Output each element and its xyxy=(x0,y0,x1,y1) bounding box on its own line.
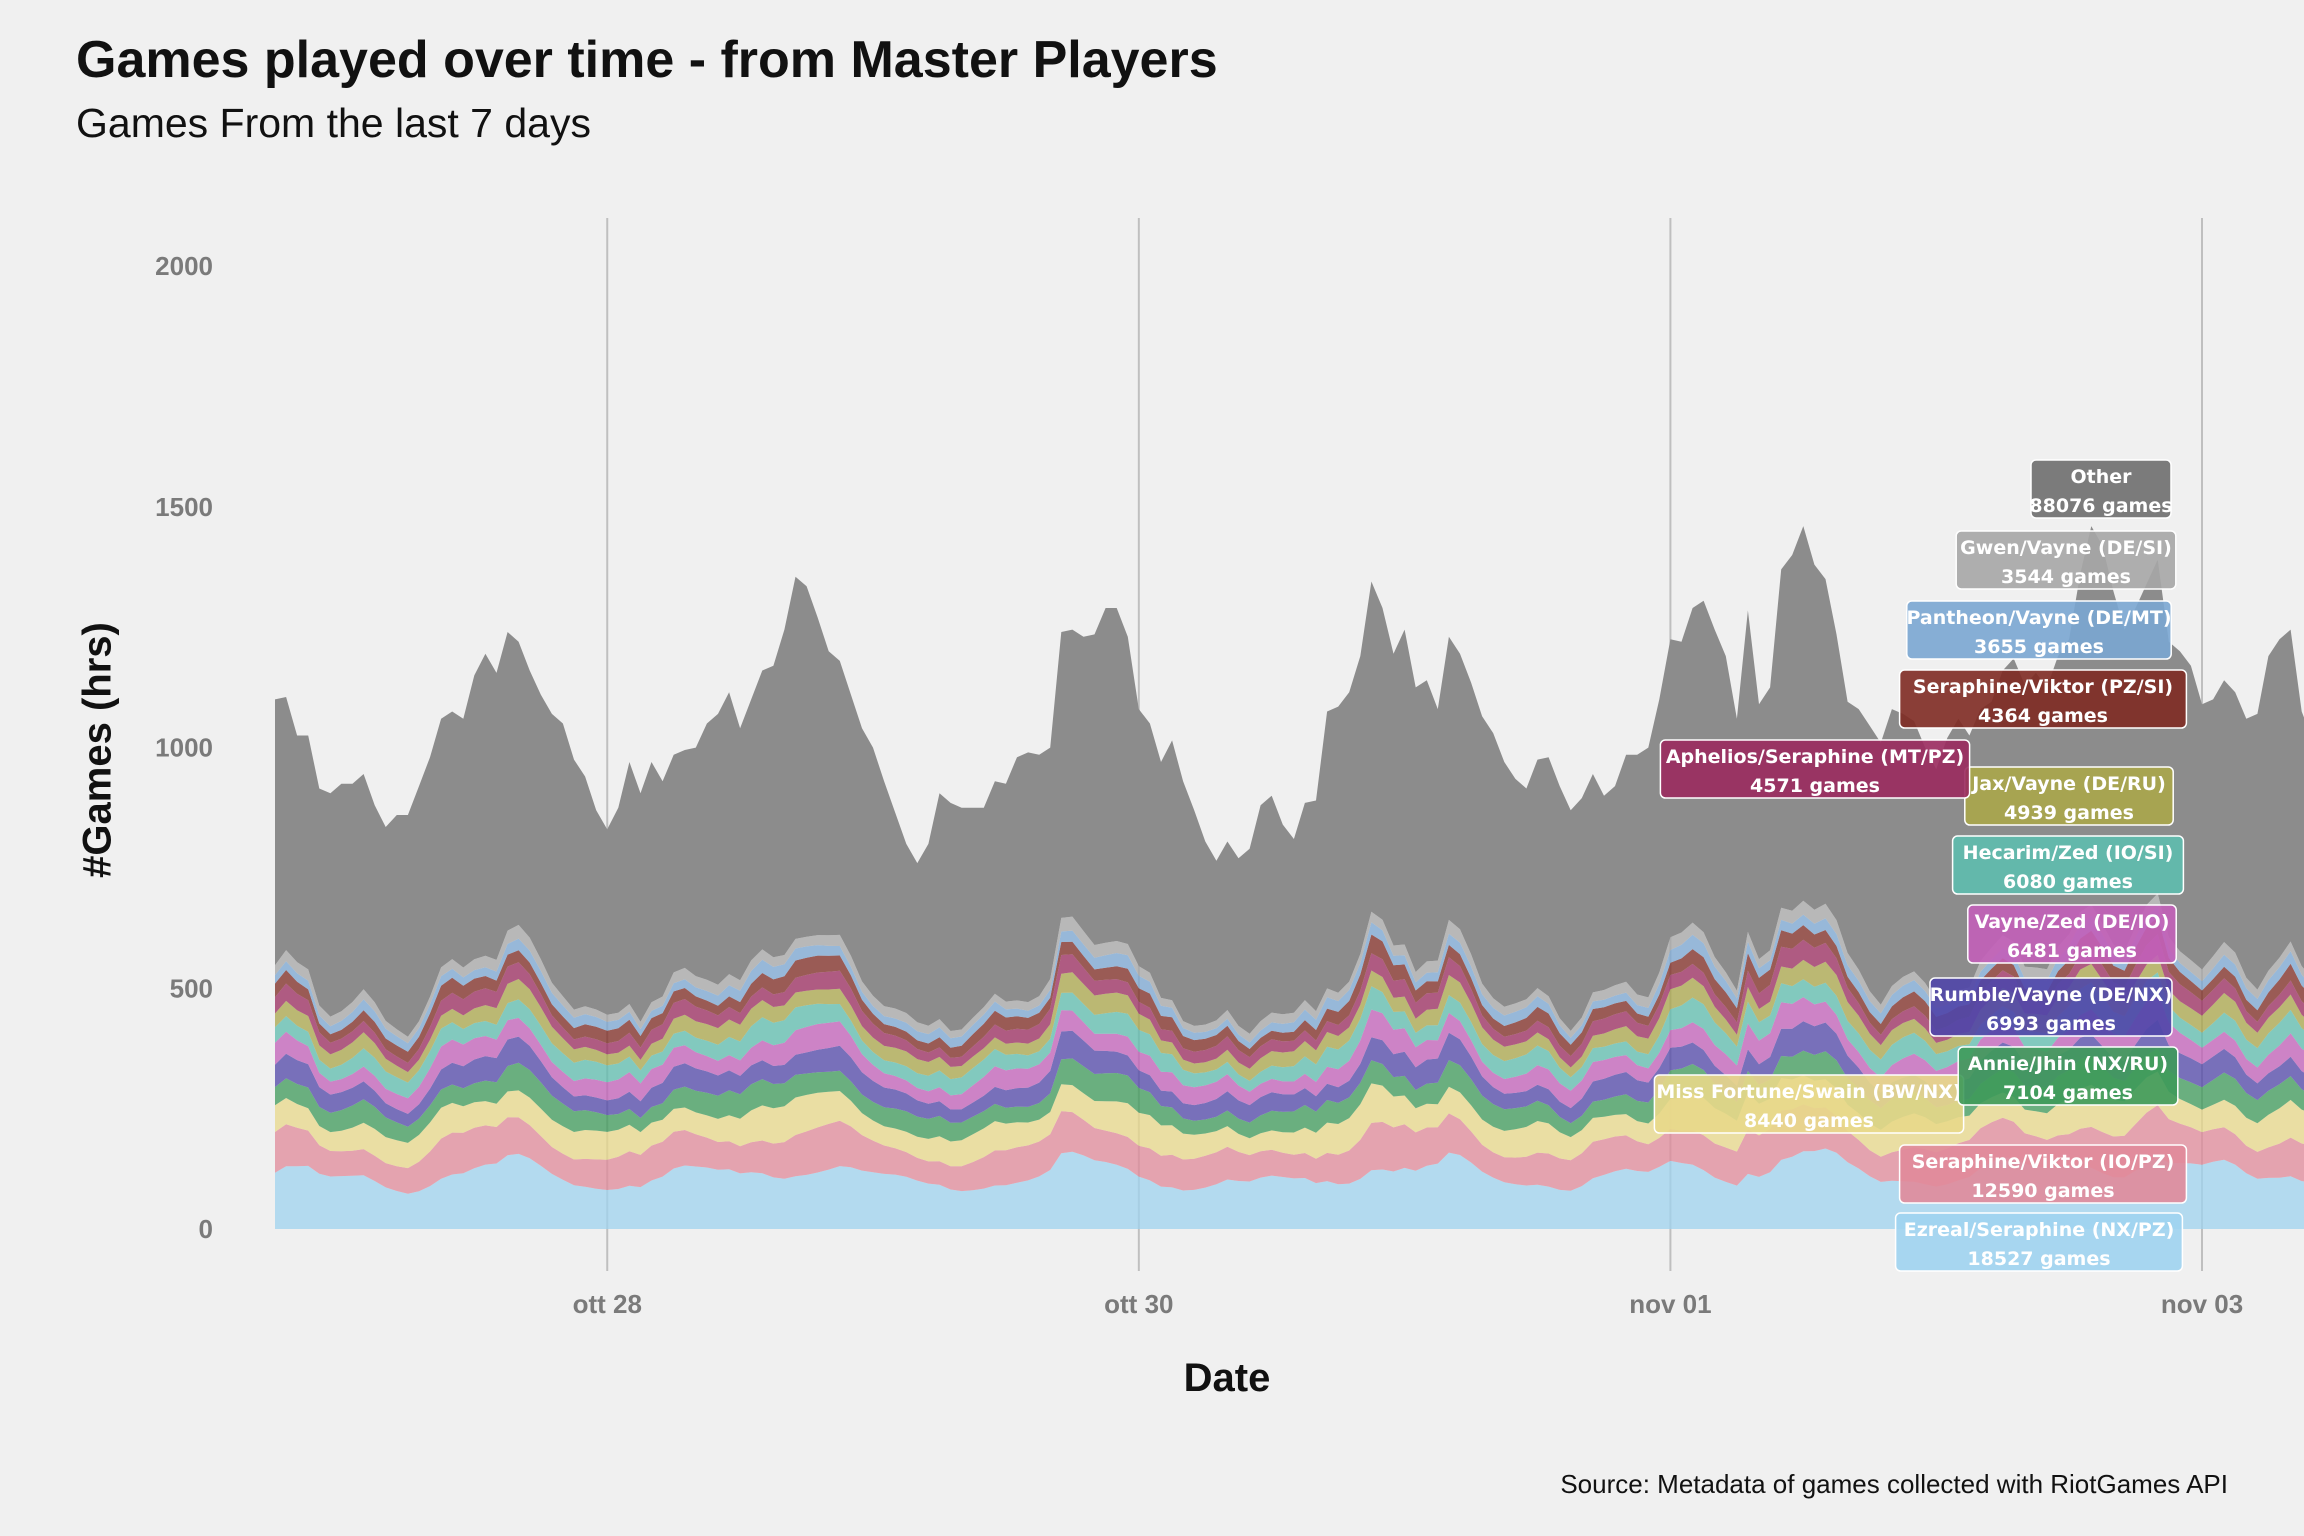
area-annie-jhin-nx-ru xyxy=(275,1048,2304,1143)
label-box xyxy=(1898,669,2188,729)
source-caption: Source: Metadata of games collected with… xyxy=(1560,1469,2228,1499)
y-tick-label: 500 xyxy=(170,973,213,1003)
label-total: 4364 games xyxy=(1978,705,2108,727)
series-label-pantheon-vayne-de-mt: Pantheon/Vayne (DE/MT) 3655 games xyxy=(1906,600,2172,660)
label-total: 6080 games xyxy=(2003,871,2133,893)
label-total: 6993 games xyxy=(1986,1013,2116,1035)
series-label-jax-vayne-de-ru: Jax/Vayne (DE/RU) 4939 games xyxy=(1964,766,2174,826)
label-box xyxy=(1929,977,2173,1037)
series-label-seraphine-viktor-io-pz: Seraphine/Viktor (IO/PZ) 12590 games xyxy=(1898,1144,2188,1204)
x-tick-labels: ott 28 ott 30 nov 01 nov 03 xyxy=(573,1289,2244,1319)
x-tick-label: ott 28 xyxy=(573,1289,642,1319)
series-labels: Ezreal/Seraphine (NX/PZ) 18527 games Serap… xyxy=(1653,459,2188,1272)
series-label-rumble-vayne-de-nx: Rumble/Vayne (DE/NX) 6993 games xyxy=(1929,977,2173,1037)
label-name: Seraphine/Viktor (PZ/SI) xyxy=(1913,676,2173,698)
label-box xyxy=(1894,1212,2184,1272)
label-total: 4939 games xyxy=(2004,802,2134,824)
label-total: 3655 games xyxy=(1974,636,2104,658)
label-total: 7104 games xyxy=(2003,1082,2133,1104)
series-label-seraphine-viktor-pz-si: Seraphine/Viktor (PZ/SI) 4364 games xyxy=(1898,669,2188,729)
series-label-vayne-zed-de-io: Vayne/Zed (DE/IO) 6481 games xyxy=(1967,904,2177,964)
label-name: Other xyxy=(2070,466,2132,488)
label-box xyxy=(1955,530,2177,590)
y-tick-labels: 0 500 1000 1500 2000 xyxy=(155,251,213,1244)
label-total: 8440 games xyxy=(1744,1110,1874,1132)
label-box xyxy=(2030,459,2172,519)
label-name: Pantheon/Vayne (DE/MT) xyxy=(1906,607,2171,629)
label-box xyxy=(1906,600,2172,660)
label-total: 4571 games xyxy=(1750,775,1880,797)
label-name: Aphelios/Seraphine (MT/PZ) xyxy=(1666,746,1964,768)
label-box xyxy=(1957,1046,2179,1106)
label-name: Vayne/Zed (DE/IO) xyxy=(1975,911,2170,933)
area-aphelios-seraphine-mt-pz xyxy=(275,934,2304,1073)
y-tick-label: 0 xyxy=(199,1214,213,1244)
area-rumble-vayne-de-nx xyxy=(275,1019,2304,1127)
label-name: Hecarim/Zed (IO/SI) xyxy=(1963,842,2174,864)
label-name: Annie/Jhin (NX/RU) xyxy=(1968,1053,2168,1075)
series-label-ezreal-seraphine-nx-pz: Ezreal/Seraphine (NX/PZ) 18527 games xyxy=(1894,1212,2184,1272)
area-seraphine-viktor-pz-si xyxy=(275,917,2304,1063)
label-box xyxy=(1898,1144,2188,1204)
chart-title: Games played over time - from Master Pla… xyxy=(76,31,1218,89)
y-tick-label: 1500 xyxy=(155,492,213,522)
chart-subtitle: Games From the last 7 days xyxy=(76,100,591,146)
series-label-hecarim-zed-io-si: Hecarim/Zed (IO/SI) 6080 games xyxy=(1951,835,2185,895)
area-ezreal-seraphine-nx-pz xyxy=(275,1148,2304,1229)
y-tick-label: 1000 xyxy=(155,733,213,763)
label-total: 88076 games xyxy=(2029,495,2172,517)
label-name: Gwen/Vayne (DE/SI) xyxy=(1960,537,2172,559)
label-name: Seraphine/Viktor (IO/PZ) xyxy=(1912,1151,2175,1173)
series-label-other: Other 88076 games xyxy=(2029,459,2173,519)
area-other xyxy=(275,526,2304,1037)
label-box xyxy=(1951,835,2185,895)
label-total: 12590 games xyxy=(1971,1180,2114,1202)
label-name: Miss Fortune/Swain (BW/NX) xyxy=(1656,1081,1961,1103)
label-box xyxy=(1659,739,1971,799)
series-label-miss-fortune-swain-bw-nx: Miss Fortune/Swain (BW/NX) 8440 games xyxy=(1653,1074,1965,1134)
series-label-aphelios-seraphine-mt-pz: Aphelios/Seraphine (MT/PZ) 4571 games xyxy=(1659,739,1971,799)
label-name: Rumble/Vayne (DE/NX) xyxy=(1930,984,2173,1006)
label-name: Ezreal/Seraphine (NX/PZ) xyxy=(1904,1219,2175,1241)
x-tick-label: nov 03 xyxy=(2161,1289,2243,1319)
y-tick-label: 2000 xyxy=(155,251,213,281)
series-label-annie-jhin-nx-ru: Annie/Jhin (NX/RU) 7104 games xyxy=(1957,1046,2179,1106)
label-box xyxy=(1967,904,2177,964)
label-name: Jax/Vayne (DE/RU) xyxy=(1970,773,2166,795)
series-label-gwen-vayne-de-si: Gwen/Vayne (DE/SI) 3544 games xyxy=(1955,530,2177,590)
x-tick-label: ott 30 xyxy=(1104,1289,1173,1319)
label-total: 3544 games xyxy=(2001,566,2131,588)
area-jax-vayne-de-ru xyxy=(275,954,2304,1083)
label-total: 18527 games xyxy=(1967,1248,2110,1270)
label-total: 6481 games xyxy=(2007,940,2137,962)
area-hecarim-zed-io-si xyxy=(275,972,2304,1099)
x-axis-label: Date xyxy=(1183,1356,1271,1400)
x-tick-label: nov 01 xyxy=(1629,1289,1711,1319)
area-vayne-zed-de-io xyxy=(275,992,2304,1114)
